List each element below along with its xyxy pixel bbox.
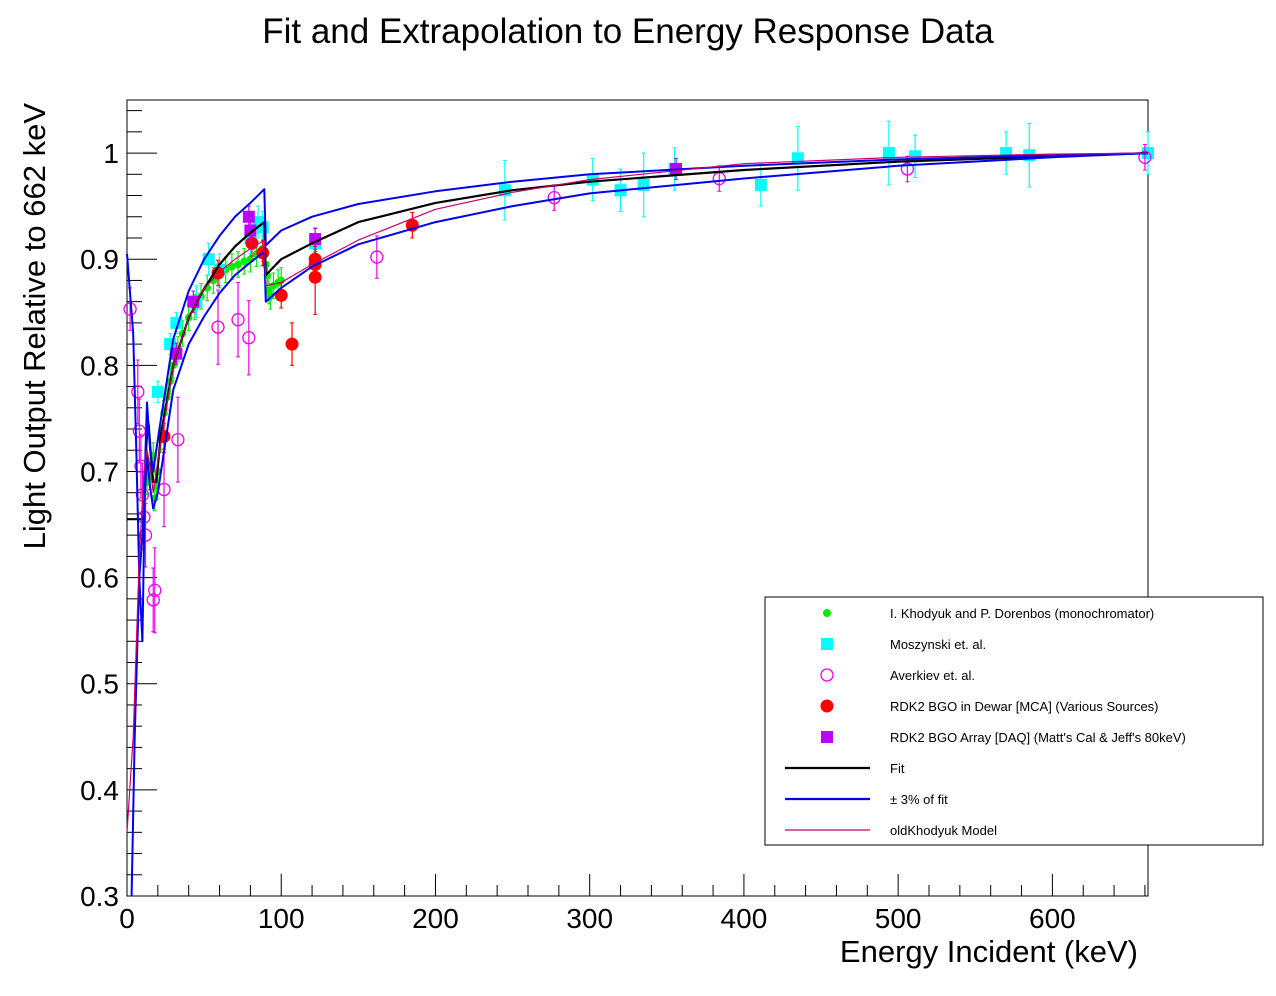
x-tick-label-6: 600 [1029, 903, 1076, 934]
data-point [171, 432, 185, 447]
series-3 [157, 212, 419, 450]
y-tick-label-2: 0.5 [80, 669, 119, 700]
data-point [820, 699, 834, 713]
data-point [823, 609, 831, 617]
x-tick-label-5: 500 [875, 903, 922, 934]
data-point [146, 593, 160, 607]
series-line [127, 152, 1149, 521]
x-tick-label-0: 0 [119, 903, 135, 934]
x-tick-label-2: 200 [412, 903, 459, 934]
series-layer [123, 120, 1154, 897]
data-point [131, 385, 145, 399]
data-point [754, 178, 767, 191]
data-point [211, 320, 225, 334]
series-2 [123, 144, 1152, 634]
data-point [308, 270, 322, 284]
data-point [231, 313, 245, 327]
data-point [242, 210, 255, 223]
data-point [228, 262, 236, 271]
y-tick-label-1: 0.4 [80, 775, 119, 806]
series-5 [127, 152, 1149, 521]
series-7 [130, 152, 1149, 897]
data-point [244, 224, 257, 237]
legend-label-0: I. Khodyuk and P. Dorenbos (monochromato… [890, 606, 1154, 621]
y-axis-label: Light Output Relative to 662 keV [17, 103, 52, 550]
data-point [245, 236, 259, 250]
series-4 [170, 157, 683, 365]
legend-label-1: Moszynski et. al. [890, 637, 986, 652]
data-point [821, 731, 833, 743]
y-tick-label-0: 0.3 [80, 881, 119, 912]
data-point [820, 668, 834, 682]
data-point [234, 260, 242, 269]
x-axis-label: Energy Incident (keV) [840, 934, 1138, 969]
data-point [370, 250, 384, 264]
legend-label-5: Fit [890, 761, 905, 776]
legend: I. Khodyuk and P. Dorenbos (monochromato… [764, 596, 1264, 846]
legend-label-6: ± 3% of fit [890, 792, 948, 807]
legend-label-7: oldKhodyuk Model [890, 823, 997, 838]
x-tick-label-1: 100 [258, 903, 305, 934]
legend-label-2: Averkiev et. al. [890, 668, 975, 683]
series-8 [126, 152, 1149, 833]
data-point [151, 385, 164, 398]
series-line [126, 152, 1149, 833]
x-tick-label-3: 300 [566, 903, 613, 934]
legend-box [764, 596, 1264, 846]
series-1 [151, 120, 1154, 403]
y-tick-label-5: 0.8 [80, 350, 119, 381]
plot-frame [126, 99, 1149, 897]
series-line [126, 152, 1149, 643]
data-point [882, 147, 895, 160]
y-tick-label-3: 0.6 [80, 563, 119, 594]
data-point [285, 337, 299, 351]
legend-label-3: RDK2 BGO in Dewar [MCA] (Various Sources… [890, 699, 1159, 714]
data-point [309, 233, 322, 246]
data-point [148, 583, 162, 597]
y-tick-label-7: 1 [103, 138, 119, 169]
data-point [900, 162, 915, 176]
legend-label-4: RDK2 BGO Array [DAQ] (Matt's Cal & Jeff'… [890, 730, 1186, 745]
data-point [138, 528, 153, 542]
data-point [240, 257, 249, 266]
series-line [130, 152, 1149, 897]
series-6 [126, 152, 1149, 643]
data-point [1138, 150, 1152, 164]
data-point [821, 638, 833, 650]
x-tick-label-4: 400 [721, 903, 768, 934]
x-tick-labels: 0 100 200 300 400 500 600 [119, 903, 1076, 934]
y-tick-label-4: 0.7 [80, 456, 119, 487]
y-tick-label-6: 0.9 [80, 244, 119, 275]
y-tick-labels: 0.3 0.4 0.5 0.6 0.7 0.8 0.9 1 [80, 138, 119, 912]
chart-title: Fit and Extrapolation to Energy Response… [262, 12, 994, 51]
data-point [242, 331, 256, 345]
